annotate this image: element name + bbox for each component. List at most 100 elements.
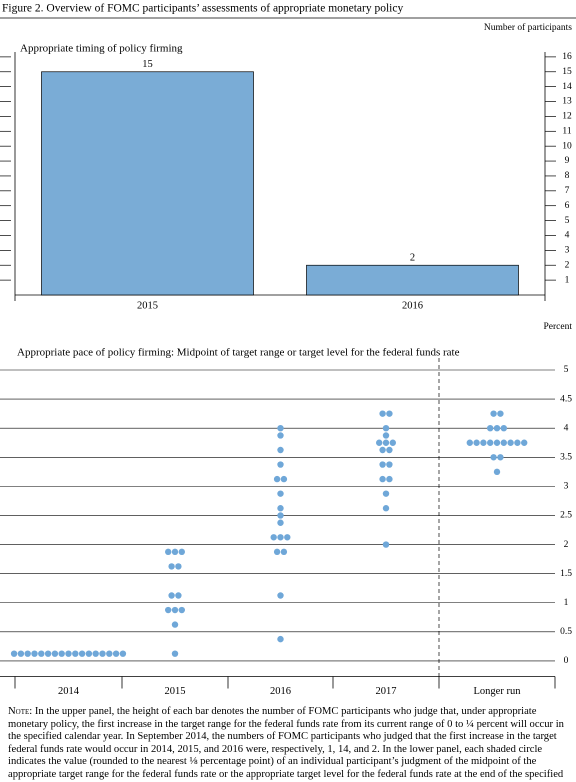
participant-dot	[165, 548, 172, 556]
participant-dot	[382, 432, 390, 439]
participant-dot	[487, 439, 494, 446]
value-label: 15	[142, 59, 153, 70]
participant-dot	[466, 439, 473, 446]
y-tick-label: 1	[564, 598, 569, 608]
participant-dot	[386, 446, 393, 454]
x-tick-label: 2016	[402, 300, 423, 311]
participant-dot	[171, 621, 179, 628]
participant-dot	[277, 519, 284, 526]
participant-dot	[493, 468, 501, 476]
participant-dot	[480, 439, 487, 446]
participant-dot	[382, 505, 390, 512]
participant-dot	[38, 650, 45, 657]
y-tick-label: 4	[564, 423, 569, 433]
participant-dot	[473, 439, 480, 446]
participant-dot	[175, 592, 182, 599]
figure: Figure 2. Overview of FOMC participants’…	[0, 3, 576, 697]
y-tick-label: 12	[562, 112, 572, 122]
y-tick-label: 1.5	[560, 569, 572, 579]
participant-dot	[10, 650, 18, 657]
participant-dot	[490, 454, 497, 461]
y-tick-label: 10	[562, 141, 572, 151]
participant-dot	[106, 650, 113, 657]
participant-dot	[490, 410, 497, 417]
participant-dot	[270, 534, 277, 541]
participant-dot	[85, 650, 93, 657]
y-tick-label: 2	[564, 540, 569, 550]
participant-dot	[521, 439, 528, 446]
participant-dot	[17, 650, 25, 657]
participant-dot	[273, 548, 281, 556]
y-tick-label: 14	[562, 82, 572, 92]
participant-dot	[65, 650, 72, 657]
panel-title: Appropriate pace of policy firming: Midp…	[17, 347, 460, 359]
participant-dot	[119, 650, 127, 657]
x-tick-label: 2017	[376, 686, 397, 697]
y-tick-label: 3	[565, 246, 570, 256]
participant-dot	[273, 475, 281, 483]
participant-dot	[280, 475, 288, 483]
y-tick-label: 9	[565, 156, 570, 166]
participant-dot	[112, 650, 120, 657]
participant-dot	[284, 534, 291, 541]
bar	[306, 264, 519, 296]
y-tick-label: 15	[562, 67, 572, 77]
participant-dot	[178, 548, 185, 556]
y-tick-label: 11	[562, 126, 571, 136]
y-tick-label: 7	[565, 186, 570, 196]
participant-dot	[175, 563, 182, 570]
participant-dot	[382, 541, 390, 548]
participant-dot	[277, 505, 284, 512]
participant-dot	[507, 439, 514, 446]
participant-dot	[500, 439, 507, 446]
participant-dot	[277, 592, 284, 599]
y-tick-label: 2.5	[560, 511, 572, 521]
participant-dot	[277, 432, 284, 439]
participant-dot	[277, 446, 284, 454]
participant-dot	[500, 424, 507, 432]
participant-dot	[493, 439, 501, 446]
participant-dot	[379, 410, 386, 417]
participant-dot	[389, 439, 396, 446]
y-tick-label: 3	[564, 482, 569, 492]
x-tick-label: 2015	[165, 686, 186, 697]
participant-dot	[382, 490, 390, 497]
panel-title: Appropriate timing of policy firming	[20, 43, 183, 55]
note-text: In the upper panel, the height of each b…	[8, 706, 564, 782]
participant-dot	[168, 592, 175, 599]
x-tick-label: 2014	[58, 686, 80, 697]
participant-dot	[277, 461, 284, 468]
bar	[41, 71, 254, 296]
participant-dot	[31, 650, 38, 657]
participant-dot	[165, 606, 172, 614]
y-tick-label: 0	[564, 656, 569, 666]
y-tick-label: 5	[565, 216, 570, 226]
x-tick-label: 2016	[270, 686, 291, 697]
participant-dot	[497, 454, 504, 461]
participant-dot	[171, 650, 179, 657]
y-tick-label: 4.5	[560, 394, 572, 404]
participant-dot	[99, 650, 106, 657]
participant-dot	[78, 650, 86, 657]
y-tick-label: 16	[562, 52, 572, 62]
participant-dot	[277, 635, 284, 643]
participant-dot	[171, 548, 179, 556]
participant-dot	[386, 461, 393, 468]
x-tick-label: Longer run	[474, 686, 522, 697]
y-tick-label: 5	[564, 365, 569, 375]
participant-dot	[379, 446, 386, 454]
y-tick-label: 1	[565, 275, 570, 285]
participant-dot	[24, 650, 31, 657]
participant-dot	[277, 490, 284, 497]
participant-dot	[493, 424, 501, 432]
participant-dot	[277, 534, 284, 541]
y-tick-label: 4	[565, 231, 570, 241]
participant-dot	[382, 424, 390, 432]
participant-dot	[386, 475, 393, 483]
participant-dot	[386, 410, 393, 417]
y-tick-label: 3.5	[560, 452, 572, 462]
participant-dot	[277, 424, 284, 432]
participant-dot	[382, 439, 390, 446]
y-tick-label: 0.5	[560, 627, 572, 637]
